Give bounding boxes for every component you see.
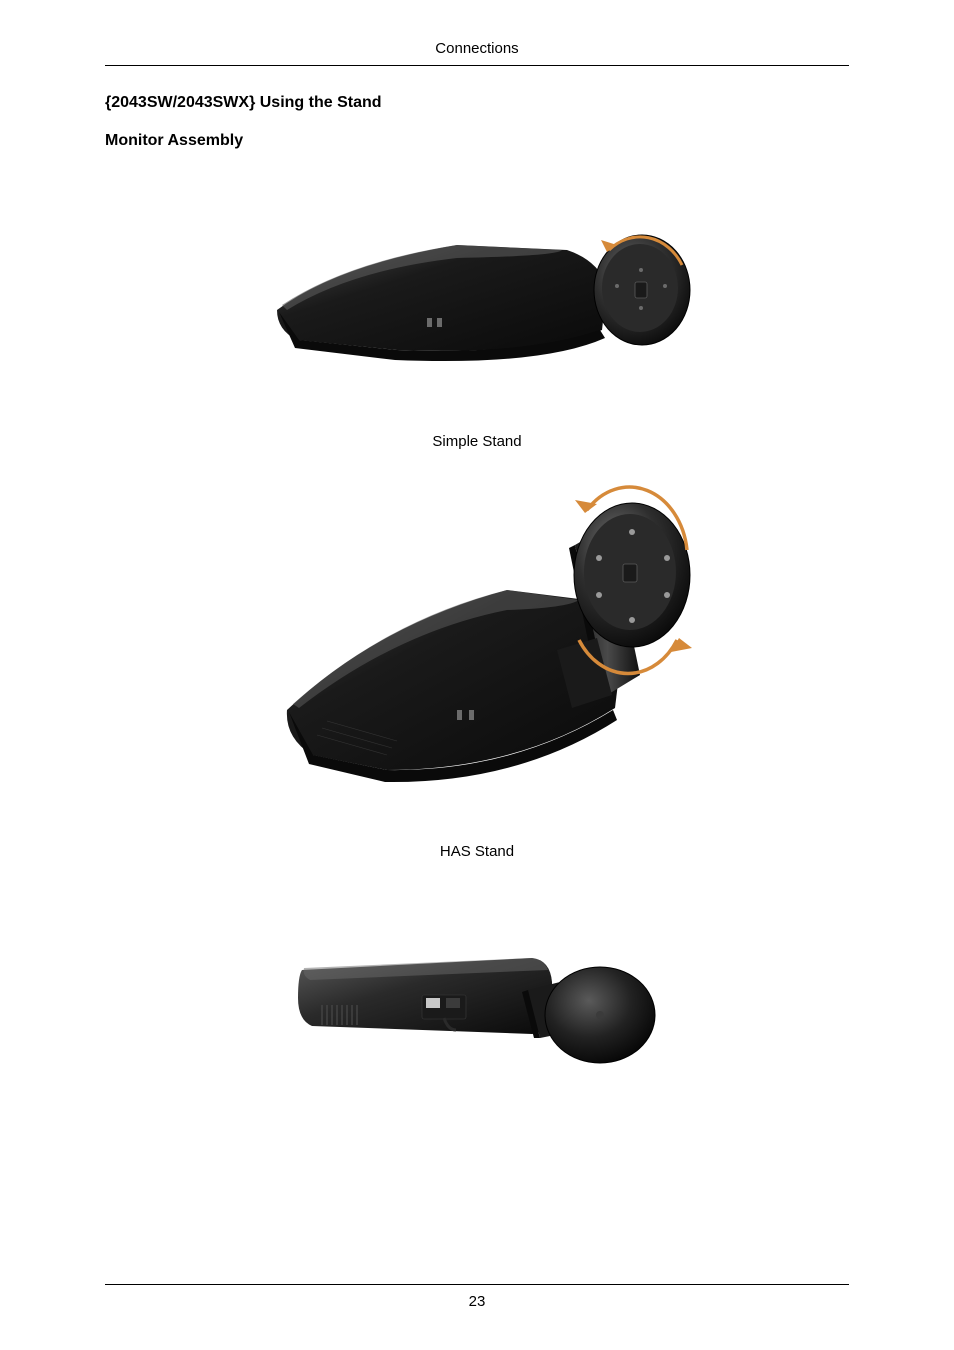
page-header: Connections [105, 40, 849, 66]
page-footer: 23 [105, 1284, 849, 1310]
figure-has-stand [105, 480, 849, 825]
subsection-heading: Monitor Assembly [105, 132, 849, 150]
has-stand-illustration [257, 480, 697, 820]
figure-simple-stand [105, 190, 849, 415]
page-number: 23 [469, 1293, 486, 1310]
section-heading: {2043SW/2043SWX} Using the Stand [105, 94, 849, 112]
assembled-illustration [292, 910, 662, 1080]
figure-assembled [105, 910, 849, 1085]
simple-stand-illustration [257, 190, 697, 410]
caption-has-stand: HAS Stand [105, 843, 849, 860]
caption-simple-stand: Simple Stand [105, 433, 849, 450]
